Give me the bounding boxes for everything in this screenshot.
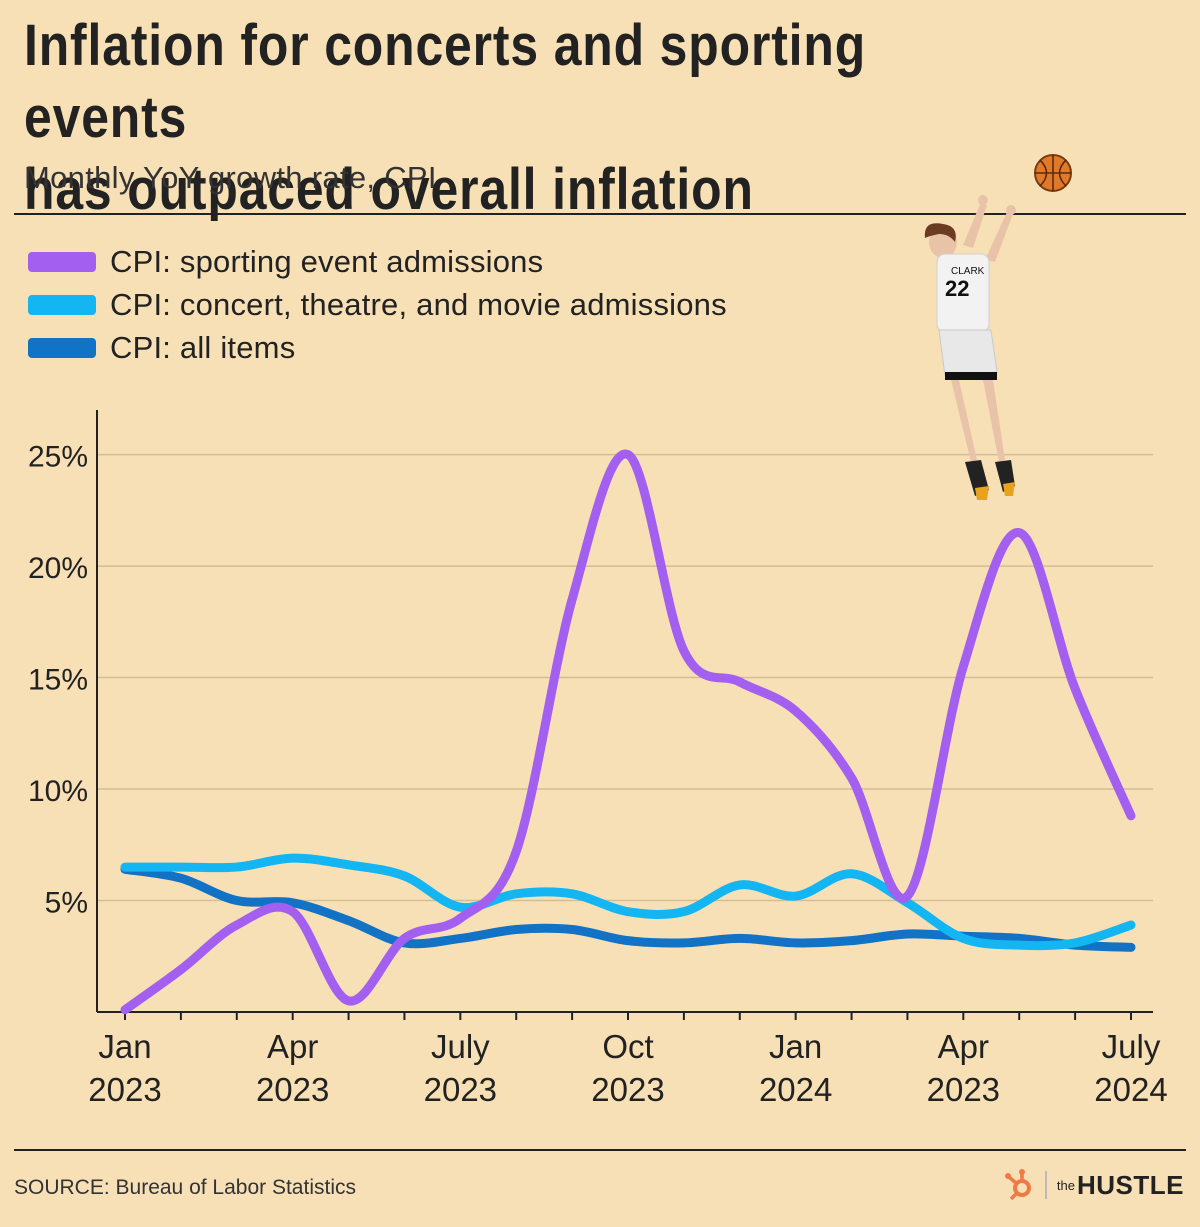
basketball-player-illustration: CLARK 22	[924, 154, 1072, 500]
gridlines	[97, 453, 1153, 902]
legend-swatch	[28, 251, 96, 272]
series-line-0	[120, 449, 1136, 1015]
svg-text:22: 22	[945, 276, 969, 301]
y-tick-label: 5%	[45, 887, 88, 920]
series-line-1	[120, 853, 1136, 951]
line-chart: 5% 10% 15% 20% 25% Jan 2023 Apr 2023 July 2023 Oct…	[28, 410, 1168, 1108]
x-tick-year: 2023	[927, 1071, 1000, 1108]
x-tick-month: Oct	[602, 1028, 653, 1065]
legend-item: CPI: all items	[28, 326, 727, 369]
x-tick-month: July	[1102, 1028, 1161, 1065]
hubspot-sprocket-icon	[1004, 1169, 1031, 1201]
y-tick-label: 20%	[28, 552, 88, 585]
legend-label: CPI: concert, theatre, and movie admissi…	[110, 286, 727, 322]
y-tick-labels: 5% 10% 15% 20% 25%	[28, 441, 88, 920]
legend-swatch	[28, 337, 96, 358]
brand-the: the	[1056, 1177, 1075, 1193]
legend-item: CPI: concert, theatre, and movie admissi…	[28, 283, 727, 326]
axes	[96, 410, 1153, 1020]
title-line-2: has outpaced overall inflation	[24, 157, 754, 222]
logo-separator	[1044, 1171, 1047, 1199]
x-tick-year: 2023	[256, 1071, 329, 1108]
x-tick-year: 2023	[88, 1071, 161, 1108]
legend-swatch	[28, 294, 96, 315]
legend: CPI: sporting event admissions CPI: conce…	[28, 240, 727, 369]
x-tick-month: Apr	[938, 1028, 989, 1065]
brand-name: HUSTLE	[1077, 1169, 1184, 1200]
y-tick-label: 25%	[28, 441, 88, 474]
brand-logo: the HUSTLE	[1003, 1168, 1184, 1202]
bottom-divider	[14, 1149, 1186, 1151]
x-tick-month: Jan	[98, 1028, 151, 1065]
basketball-icon	[1034, 154, 1072, 192]
y-tick-label: 10%	[28, 775, 88, 808]
subtitle: Monthly YoY growth rate, CPI	[24, 160, 437, 195]
x-tick-year: 2023	[424, 1071, 497, 1108]
svg-text:CLARK: CLARK	[951, 266, 985, 277]
x-tick-labels: Jan 2023 Apr 2023 July 2023 Oct 2023 Jan 2024 Apr 2…	[88, 1028, 1167, 1108]
x-tick-year: 2024	[1094, 1071, 1167, 1108]
legend-item: CPI: sporting event admissions	[28, 240, 727, 283]
legend-label: CPI: all items	[110, 329, 296, 365]
legend-label: CPI: sporting event admissions	[110, 243, 544, 279]
source-note: SOURCE: Bureau of Labor Statistics	[14, 1176, 356, 1199]
series-lines	[120, 449, 1136, 1015]
title-line-1: Inflation for concerts and sporting even…	[24, 13, 867, 150]
x-tick-month: July	[431, 1028, 490, 1065]
x-tick-year: 2023	[591, 1071, 664, 1108]
top-divider	[14, 213, 1186, 215]
x-tick-year: 2024	[759, 1071, 832, 1108]
x-tick-month: Apr	[267, 1028, 318, 1065]
y-tick-label: 15%	[28, 664, 88, 697]
page-title: Inflation for concerts and sporting even…	[24, 10, 1013, 226]
x-tick-month: Jan	[769, 1028, 822, 1065]
